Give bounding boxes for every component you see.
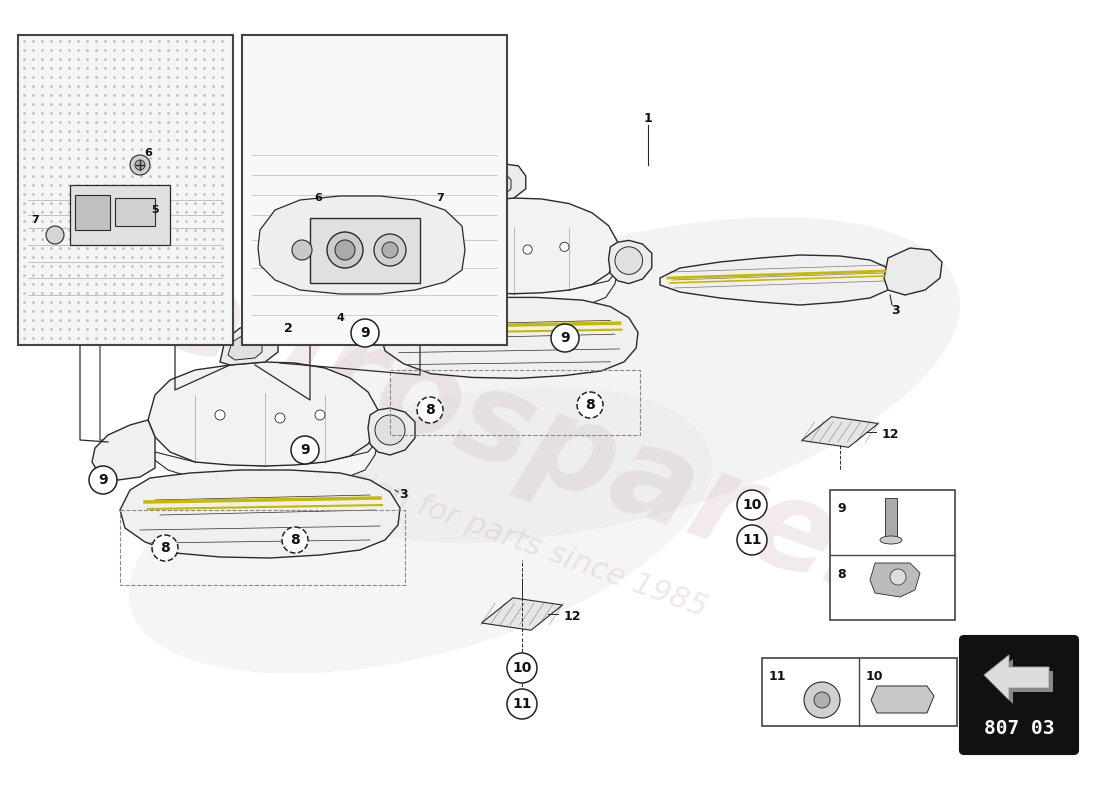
Text: eurospares: eurospares <box>138 248 922 632</box>
Polygon shape <box>148 362 378 466</box>
Text: 7: 7 <box>436 193 444 203</box>
Circle shape <box>890 569 906 585</box>
Text: 12: 12 <box>881 429 899 442</box>
Circle shape <box>152 535 178 561</box>
Polygon shape <box>984 655 1049 700</box>
Polygon shape <box>258 196 465 294</box>
Polygon shape <box>406 198 618 294</box>
Bar <box>762 658 957 726</box>
Polygon shape <box>381 298 638 378</box>
Text: 4: 4 <box>337 313 344 323</box>
Text: 8: 8 <box>290 533 300 547</box>
Text: 9: 9 <box>360 326 370 340</box>
Text: 9: 9 <box>98 473 108 487</box>
Polygon shape <box>406 267 618 311</box>
Circle shape <box>417 397 443 423</box>
Circle shape <box>507 689 537 719</box>
Text: 7: 7 <box>31 215 38 225</box>
Text: 9: 9 <box>838 502 846 514</box>
Circle shape <box>292 240 312 260</box>
Bar <box>830 490 955 620</box>
Polygon shape <box>120 470 400 558</box>
Circle shape <box>135 160 145 170</box>
Polygon shape <box>988 659 1053 704</box>
Polygon shape <box>984 655 1049 700</box>
Text: 10: 10 <box>513 661 531 675</box>
Circle shape <box>282 527 308 553</box>
Polygon shape <box>148 437 378 485</box>
Circle shape <box>374 234 406 266</box>
Circle shape <box>46 226 64 244</box>
Circle shape <box>522 245 532 254</box>
Polygon shape <box>870 563 920 597</box>
Circle shape <box>375 415 405 445</box>
Circle shape <box>615 247 642 274</box>
Polygon shape <box>92 420 155 480</box>
Bar <box>70 185 170 245</box>
Circle shape <box>737 525 767 555</box>
Bar <box>18 35 233 345</box>
Polygon shape <box>228 335 262 360</box>
Circle shape <box>468 242 477 251</box>
Bar <box>310 218 420 283</box>
Circle shape <box>578 392 603 418</box>
Circle shape <box>737 490 767 520</box>
Circle shape <box>89 466 117 494</box>
Polygon shape <box>354 251 412 306</box>
Text: 12: 12 <box>563 610 581 623</box>
Circle shape <box>507 653 537 683</box>
Circle shape <box>292 436 319 464</box>
Text: 10: 10 <box>742 498 761 512</box>
Polygon shape <box>802 417 878 447</box>
Circle shape <box>315 410 324 420</box>
Circle shape <box>560 242 569 251</box>
Bar <box>75 195 110 230</box>
Text: 9: 9 <box>300 443 310 457</box>
Polygon shape <box>480 174 512 196</box>
Bar <box>116 198 155 226</box>
Ellipse shape <box>280 218 960 542</box>
Polygon shape <box>871 686 934 713</box>
Text: 9: 9 <box>560 331 570 345</box>
Text: a passion for parts since 1985: a passion for parts since 1985 <box>268 438 712 622</box>
Circle shape <box>804 682 840 718</box>
Polygon shape <box>608 240 652 284</box>
Text: 11: 11 <box>768 670 785 682</box>
Polygon shape <box>472 164 526 201</box>
Polygon shape <box>368 408 415 455</box>
Circle shape <box>214 410 225 420</box>
Text: 807 03: 807 03 <box>983 718 1054 738</box>
Polygon shape <box>660 255 892 305</box>
Text: 2: 2 <box>284 322 293 334</box>
Ellipse shape <box>880 536 902 544</box>
Circle shape <box>351 319 380 347</box>
Text: 11: 11 <box>742 533 761 547</box>
Text: 3: 3 <box>398 489 407 502</box>
Text: 1: 1 <box>644 111 652 125</box>
Polygon shape <box>220 325 278 365</box>
Text: 8: 8 <box>838 569 846 582</box>
Text: 8: 8 <box>425 403 435 417</box>
Text: 10: 10 <box>866 670 882 682</box>
Circle shape <box>382 242 398 258</box>
FancyBboxPatch shape <box>960 636 1078 754</box>
Polygon shape <box>482 598 562 630</box>
Text: 5: 5 <box>151 205 158 215</box>
Ellipse shape <box>129 386 712 674</box>
Circle shape <box>336 240 355 260</box>
Circle shape <box>275 413 285 423</box>
Circle shape <box>551 324 579 352</box>
Text: 6: 6 <box>144 148 152 158</box>
Circle shape <box>327 232 363 268</box>
Text: 11: 11 <box>513 697 531 711</box>
Circle shape <box>814 692 830 708</box>
Circle shape <box>130 155 150 175</box>
Text: 8: 8 <box>585 398 595 412</box>
Text: 8: 8 <box>161 541 169 555</box>
Text: 3: 3 <box>891 303 900 317</box>
Bar <box>886 498 896 540</box>
Bar <box>242 35 507 345</box>
Text: 6: 6 <box>315 193 322 203</box>
Polygon shape <box>884 248 942 295</box>
